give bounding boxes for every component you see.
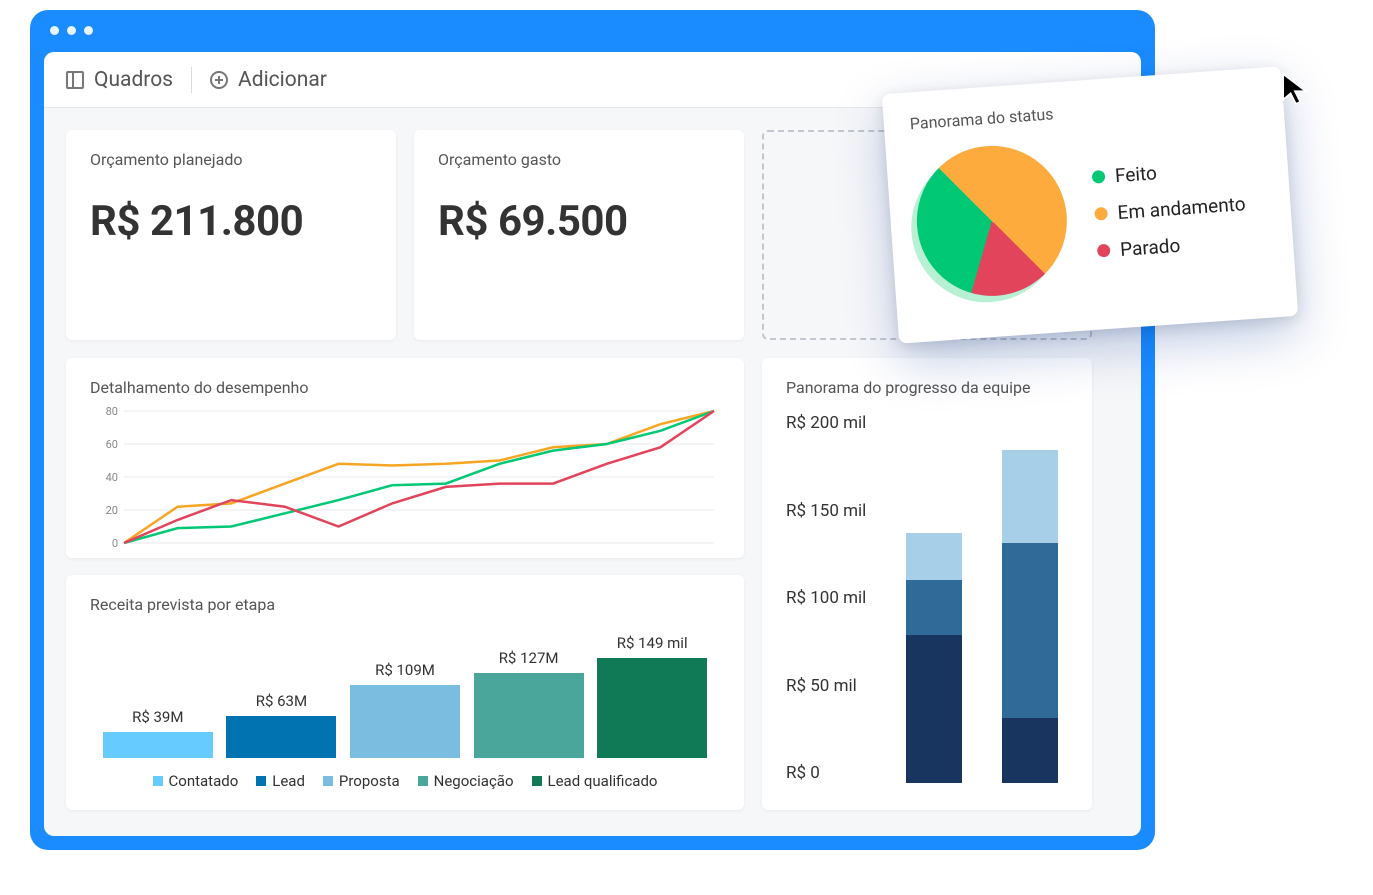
legend-item: Lead	[256, 772, 305, 790]
revenue-bar-chart: R$ 39M R$ 63M R$ 109M R$ 127M R$ 149 mil	[90, 628, 720, 758]
axis-tick-label: R$ 150 mil	[786, 501, 896, 521]
legend-item: Parado	[1096, 229, 1248, 262]
legend-item: Negociação	[418, 772, 514, 790]
bar-value-label: R$ 127M	[499, 649, 559, 667]
bar-segment	[906, 580, 962, 636]
boards-button[interactable]: Quadros	[66, 68, 173, 92]
team-stacked-bar-chart: R$ 200 mil R$ 150 mil R$ 100 mil R$ 50 mil R…	[786, 413, 1068, 783]
chart-title: Detalhamento do desempenho	[90, 378, 720, 397]
team-progress-card[interactable]: Panorama do progresso da equipe R$ 200 m…	[762, 358, 1092, 810]
team-bar-column	[1002, 450, 1058, 783]
svg-text:80: 80	[106, 407, 118, 418]
revenue-bar: R$ 149 mil	[597, 634, 707, 758]
kpi-title: Orçamento gasto	[438, 150, 720, 169]
kpi-value: R$ 69.500	[438, 197, 720, 246]
bar-value-label: R$ 109M	[375, 661, 435, 679]
revenue-bar: R$ 127M	[474, 649, 584, 758]
revenue-legend: Contatado Lead Proposta Negociação Lead qual…	[90, 772, 720, 790]
card-title: Panorama do status	[909, 90, 1257, 133]
revenue-bar: R$ 109M	[350, 661, 460, 758]
kpi-card-planned[interactable]: Orçamento planejado R$ 211.800	[66, 130, 396, 340]
team-bar-column	[906, 533, 962, 783]
axis-tick-label: R$ 200 mil	[786, 413, 896, 433]
legend-item: Proposta	[323, 772, 400, 790]
window-controls	[30, 10, 1155, 35]
bar-segment	[906, 533, 962, 579]
boards-label: Quadros	[94, 68, 173, 92]
performance-line-chart: 80 60 40 20 0	[90, 407, 720, 547]
status-panorama-card[interactable]: Panorama do status Feito Em andamento Para…	[882, 66, 1298, 343]
chart-title: Panorama do progresso da equipe	[786, 378, 1068, 397]
svg-text:20: 20	[106, 504, 118, 517]
kpi-card-spent[interactable]: Orçamento gasto R$ 69.500	[414, 130, 744, 340]
svg-text:0: 0	[112, 537, 118, 547]
status-legend: Feito Em andamento Parado	[1091, 155, 1249, 262]
axis-tick-label: R$ 100 mil	[786, 588, 896, 608]
chart-title: Receita prevista por etapa	[90, 595, 720, 614]
bar-segment	[1002, 450, 1058, 543]
kpi-title: Orçamento planejado	[90, 150, 372, 169]
legend-item: Lead qualificado	[532, 772, 658, 790]
performance-card[interactable]: Detalhamento do desempenho 80 60 40 20 0	[66, 358, 744, 558]
bar-segment	[906, 635, 962, 783]
toolbar-divider	[191, 67, 192, 93]
legend-item: Feito	[1091, 155, 1243, 188]
legend-item: Em andamento	[1094, 192, 1246, 225]
bar-segment	[1002, 718, 1058, 783]
bar-segment	[1002, 543, 1058, 719]
bar-value-label: R$ 39M	[132, 708, 183, 726]
boards-icon	[66, 71, 84, 89]
bar-value-label: R$ 149 mil	[617, 634, 688, 652]
axis-tick-label: R$ 0	[786, 763, 896, 783]
revenue-card[interactable]: Receita prevista por etapa R$ 39M R$ 63M…	[66, 575, 744, 810]
plus-icon	[210, 71, 228, 89]
add-label: Adicionar	[238, 68, 327, 92]
legend-item: Contatado	[153, 772, 239, 790]
add-button[interactable]: Adicionar	[210, 68, 327, 92]
revenue-bar: R$ 63M	[226, 692, 336, 758]
svg-text:40: 40	[106, 471, 118, 484]
bar-value-label: R$ 63M	[256, 692, 307, 710]
axis-tick-label: R$ 50 mil	[786, 676, 896, 696]
status-pie-chart	[912, 141, 1072, 301]
cursor-icon	[1280, 72, 1314, 106]
svg-text:60: 60	[106, 438, 118, 451]
revenue-bar: R$ 39M	[103, 708, 213, 758]
kpi-value: R$ 211.800	[90, 197, 372, 246]
